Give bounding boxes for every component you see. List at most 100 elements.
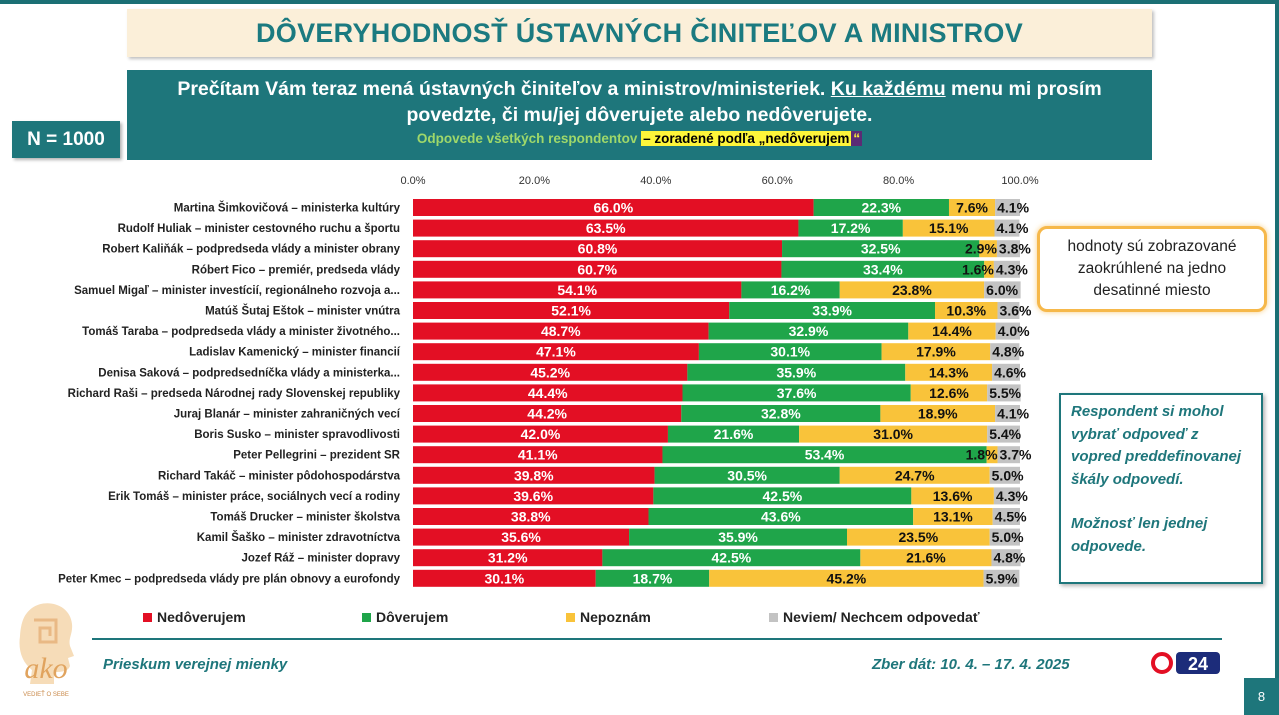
- x-tick-label: 20.0%: [519, 175, 550, 187]
- data-label: 45.2%: [827, 570, 867, 586]
- legend-item: Nedôverujem: [143, 609, 246, 625]
- data-label: 47.1%: [536, 344, 576, 360]
- bar-segment: [413, 240, 783, 258]
- bar-segment: [984, 260, 994, 278]
- bar-segment: [992, 508, 1020, 525]
- data-label: 3.8%: [999, 241, 1031, 257]
- data-label: 18.7%: [633, 570, 673, 586]
- data-label: 16.2%: [771, 282, 811, 298]
- method-note-1: Respondent si mohol vybrať odpoveď z vop…: [1071, 403, 1242, 488]
- bar-segment: [413, 425, 668, 443]
- data-label: 4.3%: [996, 488, 1028, 504]
- bar-segment: [708, 322, 909, 340]
- data-label: 5.5%: [989, 385, 1021, 401]
- ako-logo-tagline: VEDIEŤ O SEBE: [23, 690, 69, 698]
- bar-segment: [996, 240, 1020, 258]
- bar-segment: [413, 199, 814, 216]
- bar-segment: [653, 487, 912, 505]
- data-label: 48.7%: [541, 323, 581, 339]
- data-label: 39.8%: [514, 467, 554, 483]
- data-label: 30.1%: [485, 570, 525, 586]
- bar-segment: [995, 322, 1020, 340]
- data-label: 17.2%: [831, 220, 871, 236]
- bar-segment: [698, 343, 882, 361]
- data-label: 4.5%: [995, 509, 1027, 525]
- bar-segment: [994, 219, 1020, 237]
- footer-divider: [92, 638, 1222, 640]
- legend-label: Nepoznám: [580, 609, 651, 625]
- bar-segment: [880, 405, 996, 422]
- bar-segment: [413, 302, 730, 319]
- bar-segment: [413, 363, 688, 381]
- data-label: 22.3%: [861, 200, 901, 216]
- bar-segment: [913, 508, 993, 525]
- legend-label: Dôverujem: [376, 609, 449, 625]
- bar-segment: [413, 219, 799, 237]
- data-label: 5.9%: [986, 570, 1018, 586]
- bar-segment: [413, 487, 654, 505]
- bar-segment: [662, 446, 987, 464]
- data-label: 3.7%: [1000, 447, 1032, 463]
- bar-segment: [991, 549, 1021, 567]
- data-label: 4.1%: [997, 200, 1029, 216]
- data-label: 52.1%: [551, 303, 591, 319]
- x-tick-label: 80.0%: [883, 175, 914, 187]
- data-label: 66.0%: [593, 200, 633, 216]
- ako-logo: ako VEDIEŤ O SEBE: [19, 603, 74, 698]
- bar-segment: [860, 549, 992, 567]
- bar-segment: [413, 260, 782, 278]
- category-label: Kamil Šaško – minister zdravotníctva: [197, 531, 401, 544]
- data-label: 45.2%: [530, 364, 570, 380]
- data-label: 33.9%: [812, 303, 852, 319]
- category-label: Peter Kmec – podpredseda vlády pre plán …: [58, 573, 400, 585]
- bar-segment: [687, 363, 906, 381]
- data-label: 42.0%: [521, 426, 561, 442]
- data-label: 32.5%: [861, 241, 901, 257]
- data-label: 4.8%: [992, 344, 1024, 360]
- data-label: 7.6%: [956, 200, 988, 216]
- bar-segment: [413, 549, 603, 567]
- data-label: 3.6%: [1000, 303, 1032, 319]
- data-label: 30.1%: [770, 344, 810, 360]
- bar-segment: [798, 219, 903, 237]
- data-label: 1.8%: [966, 447, 998, 463]
- category-label: Peter Pellegrini – prezident SR: [233, 450, 400, 462]
- data-label: 4.3%: [996, 261, 1028, 277]
- data-label: 4.1%: [997, 406, 1029, 422]
- data-label: 5.0%: [992, 529, 1024, 545]
- data-label: 63.5%: [586, 220, 626, 236]
- data-label: 44.4%: [528, 385, 568, 401]
- category-label: Robert Kaliňák – podpredseda vlády a min…: [102, 244, 400, 256]
- category-label: Rudolf Huliak – minister cestovného ruch…: [118, 223, 400, 235]
- data-label: 4.6%: [994, 364, 1026, 380]
- data-label: 30.5%: [727, 467, 767, 483]
- bar-segment: [413, 446, 663, 464]
- bar-segment: [847, 528, 990, 546]
- method-note-2: Možnosť len jednej odpovede.: [1071, 515, 1208, 555]
- bar-segment: [881, 343, 991, 361]
- page-number: 8: [1244, 678, 1279, 715]
- data-label: 17.9%: [916, 344, 956, 360]
- data-label: 38.8%: [511, 509, 551, 525]
- bar-segment: [987, 425, 1020, 443]
- bar-segment: [995, 199, 1020, 216]
- data-label: 39.6%: [513, 488, 553, 504]
- data-label: 1.6%: [962, 261, 994, 277]
- bar-segment: [993, 487, 1020, 505]
- bar-segment: [648, 508, 914, 525]
- bar-segment: [905, 363, 993, 381]
- data-label: 24.7%: [895, 467, 935, 483]
- legend-swatch: [769, 612, 778, 622]
- question-underlined: Ku každému: [830, 78, 946, 100]
- tv-channel-logo: 24: [1151, 652, 1220, 674]
- category-label: Erik Tomáš – minister práce, sociálnych …: [108, 491, 400, 503]
- ako-logo-text: ako: [24, 652, 67, 685]
- bar-segment: [989, 466, 1020, 484]
- data-label: 35.9%: [718, 529, 758, 545]
- bar-segment: [413, 322, 709, 340]
- data-label: 10.3%: [946, 303, 986, 319]
- data-label: 33.4%: [863, 261, 903, 277]
- bar-segment: [902, 219, 995, 237]
- data-label: 23.8%: [892, 282, 932, 298]
- data-label: 4.0%: [998, 323, 1030, 339]
